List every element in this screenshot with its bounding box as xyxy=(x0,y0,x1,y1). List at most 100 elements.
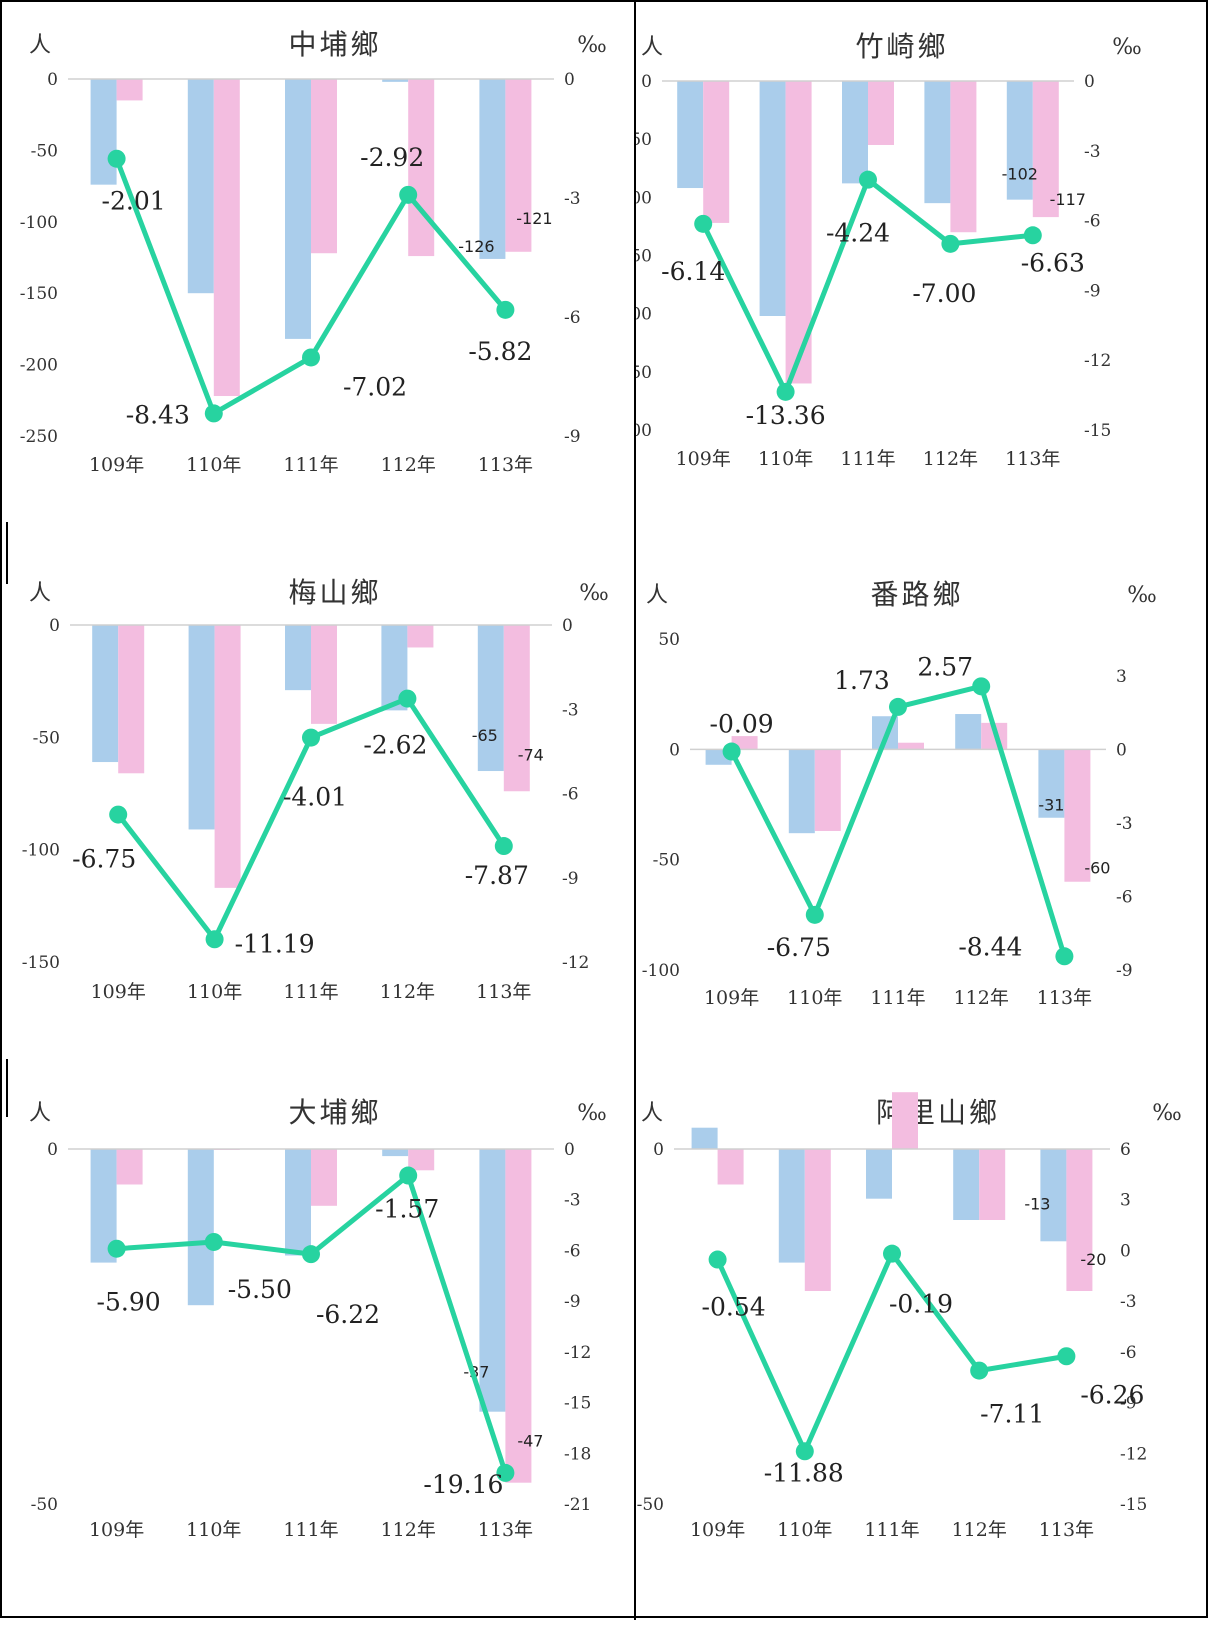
rate-marker xyxy=(776,382,795,401)
bar xyxy=(92,625,119,763)
left-tick-label: -100 xyxy=(22,841,60,861)
bar xyxy=(804,1149,831,1291)
left-axis-unit: 人 xyxy=(641,1101,663,1126)
rate-marker xyxy=(805,905,824,924)
bar xyxy=(407,625,434,648)
bar xyxy=(1066,1149,1093,1291)
chart-title: 竹崎鄉 xyxy=(855,30,948,63)
left-tick-label: -100 xyxy=(636,188,652,208)
bar xyxy=(717,1149,744,1185)
right-tick-label: -9 xyxy=(1084,281,1101,301)
bar xyxy=(479,79,506,259)
bar xyxy=(311,625,337,724)
bar xyxy=(979,1149,1006,1220)
bar-value-label: -126 xyxy=(458,237,494,256)
category-label: 112年 xyxy=(923,448,978,470)
rate-marker xyxy=(708,1250,727,1269)
rate-marker xyxy=(883,1244,901,1263)
bar xyxy=(866,1149,892,1199)
left-tick-label: -50 xyxy=(636,130,652,150)
rate-value-label: -7.87 xyxy=(465,861,529,890)
right-tick-label: 0 xyxy=(1084,72,1095,92)
left-tick-label: 0 xyxy=(49,616,60,636)
category-label: 109年 xyxy=(91,981,146,1003)
column-divider xyxy=(634,2,636,1620)
category-label: 113年 xyxy=(478,454,533,476)
left-tick-label: -200 xyxy=(636,305,652,325)
right-tick-label: 0 xyxy=(1120,1241,1131,1261)
rate-marker xyxy=(107,149,126,168)
rate-value-label: -6.14 xyxy=(661,257,725,286)
bar xyxy=(1032,81,1059,218)
category-label: 113年 xyxy=(1039,1519,1094,1541)
category-label: 109年 xyxy=(89,454,144,476)
chart-panel-zhuqi: 竹崎鄉 人 ‰ 0 -50 -100 -150 -200 -250 -300 0 -3 -6 -9 -12 -… xyxy=(614,2,1208,542)
right-tick-label: -9 xyxy=(562,869,579,889)
right-tick-label: -6 xyxy=(1120,1343,1137,1363)
bar xyxy=(311,1149,337,1206)
rate-marker xyxy=(795,1442,814,1461)
right-tick-label: -3 xyxy=(564,189,581,209)
bar xyxy=(898,742,924,750)
left-tick-label: -300 xyxy=(636,421,652,441)
rate-marker xyxy=(399,185,418,204)
rate-line xyxy=(700,177,1034,395)
bar xyxy=(677,81,704,189)
rate-marker xyxy=(694,214,713,233)
bar xyxy=(187,79,214,294)
rate-value-label: -0.54 xyxy=(702,1293,766,1322)
chart-title: 中埔鄉 xyxy=(288,28,381,61)
left-axis-unit: 人 xyxy=(641,35,663,60)
category-label: 111年 xyxy=(870,987,925,1009)
rate-marker xyxy=(1023,226,1042,245)
bar-value-label: -13 xyxy=(1024,1194,1050,1213)
rate-marker xyxy=(302,348,320,367)
rate-value-label: -4.01 xyxy=(283,783,347,812)
rate-marker xyxy=(496,1463,515,1482)
bar-value-label: -102 xyxy=(1002,165,1038,184)
right-tick-label: -3 xyxy=(1084,142,1101,162)
bar-value-label: -65 xyxy=(472,726,498,745)
rate-marker xyxy=(302,728,320,747)
rate-marker xyxy=(889,697,907,716)
category-label: 111年 xyxy=(283,454,338,476)
bar xyxy=(116,79,143,101)
rate-value-label: -8.43 xyxy=(126,400,190,429)
rate-marker xyxy=(204,1232,223,1251)
bar-value-label: -47 xyxy=(517,1432,543,1451)
rate-value-label: -2.92 xyxy=(360,143,424,172)
bar xyxy=(953,1149,980,1220)
bar-value-label: -121 xyxy=(516,209,552,228)
bar xyxy=(778,1149,805,1263)
left-tick-label: -250 xyxy=(636,363,652,383)
rate-value-label: -6.75 xyxy=(767,933,831,962)
bar-value-label: -31 xyxy=(1038,796,1064,815)
category-label: 113年 xyxy=(1005,448,1060,470)
bar xyxy=(788,749,815,834)
right-tick-label: 0 xyxy=(564,1140,575,1160)
bar xyxy=(1064,749,1091,882)
right-axis-unit: ‰ xyxy=(577,33,607,58)
right-tick-label: -3 xyxy=(1116,814,1133,834)
bar xyxy=(285,1149,311,1256)
rate-value-label: 1.73 xyxy=(834,666,890,695)
bar xyxy=(505,79,532,252)
bar xyxy=(187,1149,214,1306)
bar xyxy=(1040,1149,1067,1242)
bar xyxy=(703,81,730,223)
bar-value-label: -117 xyxy=(1050,190,1086,209)
left-axis-unit: 人 xyxy=(646,583,668,608)
chart-panel-fanlu: 番路鄉 人 ‰ 50 0 -50 -100 3 0 -3 -6 -9 109年 110年 111年 112年 1… xyxy=(636,542,1208,1080)
category-label: 111年 xyxy=(283,1519,338,1541)
bar xyxy=(311,79,337,254)
right-tick-label: -18 xyxy=(564,1444,591,1464)
category-label: 112年 xyxy=(954,987,1009,1009)
bar xyxy=(382,79,409,82)
rate-marker xyxy=(494,837,513,856)
right-tick-label: -9 xyxy=(564,427,581,447)
right-tick-label: -9 xyxy=(1116,961,1133,981)
row-divider-mark xyxy=(6,522,8,584)
right-tick-label: 0 xyxy=(564,70,575,90)
rate-value-label: -0.19 xyxy=(889,1290,953,1319)
